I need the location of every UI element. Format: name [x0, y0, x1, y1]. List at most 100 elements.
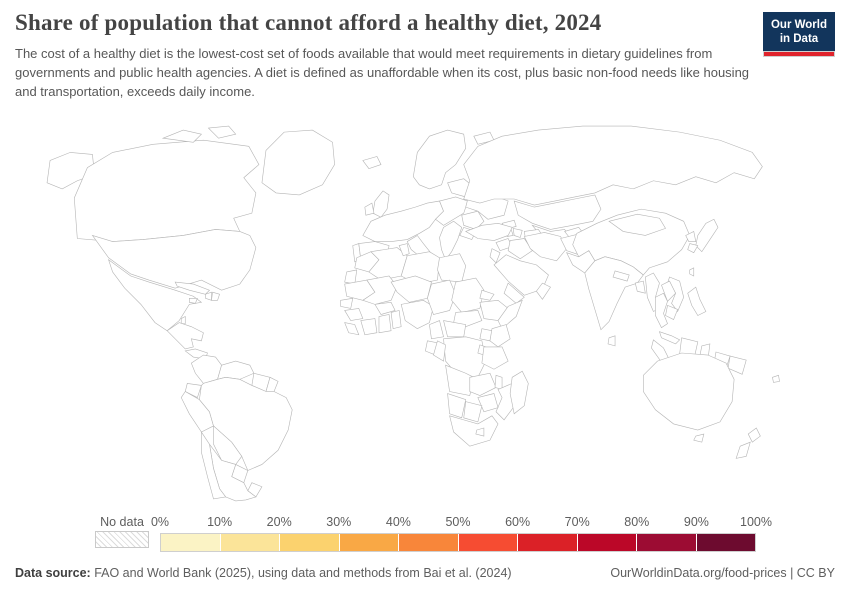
footer-link[interactable]: OurWorldinData.org/food-prices | CC BY — [610, 566, 835, 580]
legend-bin-7[interactable] — [576, 534, 636, 551]
country-belize[interactable] — [180, 316, 186, 324]
country-ireland[interactable] — [364, 202, 375, 216]
country-united-kingdom[interactable] — [372, 190, 390, 218]
country-bangladesh[interactable] — [634, 280, 646, 294]
country-australia[interactable] — [643, 352, 735, 431]
country-iceland[interactable] — [362, 156, 382, 169]
legend-bin-1[interactable] — [219, 534, 279, 551]
country-kazakhstan[interactable] — [513, 194, 602, 230]
country-burkina-faso[interactable] — [374, 302, 396, 315]
country-philippines[interactable] — [687, 286, 707, 316]
country-guinea[interactable] — [344, 308, 364, 321]
country-canada-arctic-2[interactable] — [207, 125, 237, 139]
country-ecuador[interactable] — [184, 383, 202, 399]
country-niger[interactable] — [390, 275, 432, 303]
country-brazil[interactable] — [199, 377, 293, 471]
country-venezuela[interactable] — [217, 360, 255, 380]
country-zambia[interactable] — [469, 372, 497, 396]
country-sri-lanka[interactable] — [607, 335, 616, 347]
country-cambodia[interactable] — [665, 304, 679, 320]
country-tasmania[interactable] — [693, 433, 705, 443]
owid-logo[interactable]: Our World in Data — [763, 12, 835, 57]
country-new-zealand-north[interactable] — [747, 427, 761, 443]
country-libya[interactable] — [400, 251, 440, 285]
legend-tick-labels: 0% 10% 20% 30% 40% 50% 60% 70% 80% 90% 1… — [151, 515, 772, 531]
tick-40: 40% — [385, 515, 411, 529]
country-togo-benin[interactable] — [390, 310, 402, 330]
country-botswana[interactable] — [463, 401, 483, 423]
legend-bin-5[interactable] — [457, 534, 517, 551]
country-drc[interactable] — [443, 336, 487, 378]
country-mexico[interactable] — [108, 258, 203, 332]
country-iraq[interactable] — [507, 238, 533, 260]
legend-bin-6[interactable] — [517, 534, 577, 551]
country-united-states[interactable] — [91, 229, 257, 291]
country-egypt[interactable] — [437, 253, 467, 283]
tick-70: 70% — [564, 515, 590, 529]
no-data-swatch[interactable] — [95, 531, 149, 548]
country-mali[interactable] — [362, 275, 398, 305]
country-chile[interactable] — [201, 431, 227, 500]
country-central-america[interactable] — [166, 322, 204, 350]
country-papua-new-guinea[interactable] — [727, 355, 747, 375]
country-somalia[interactable] — [497, 299, 523, 330]
country-congo[interactable] — [433, 340, 446, 362]
country-madagascar[interactable] — [509, 370, 529, 415]
country-eritrea-djibouti[interactable] — [479, 289, 495, 301]
legend-bin-8[interactable] — [636, 534, 696, 551]
country-laos[interactable] — [661, 280, 676, 302]
country-cote-divoire[interactable] — [360, 318, 378, 336]
country-malaysia[interactable] — [658, 331, 681, 345]
legend-bin-9[interactable] — [695, 534, 755, 551]
country-tanzania[interactable] — [481, 346, 509, 370]
country-tunisia[interactable] — [398, 243, 410, 257]
country-cameroon[interactable] — [429, 320, 444, 340]
country-romania[interactable] — [461, 210, 485, 230]
legend-bin-2[interactable] — [279, 534, 339, 551]
country-india[interactable] — [584, 256, 644, 331]
country-saudi-arabia[interactable] — [493, 254, 549, 296]
country-lesotho[interactable] — [475, 427, 485, 437]
country-fiji[interactable] — [772, 374, 780, 383]
country-russia[interactable] — [463, 125, 763, 206]
country-chad[interactable] — [427, 279, 456, 315]
country-south-korea[interactable] — [687, 243, 699, 254]
country-taiwan[interactable] — [689, 267, 695, 277]
country-south-sudan[interactable] — [453, 310, 483, 327]
country-namibia[interactable] — [447, 393, 467, 419]
country-jamaica[interactable] — [188, 297, 198, 304]
country-greenland[interactable] — [261, 129, 335, 196]
country-colombia[interactable] — [190, 354, 222, 384]
country-thailand[interactable] — [655, 292, 668, 329]
country-oman[interactable] — [535, 282, 551, 300]
country-canada-arctic-1[interactable] — [161, 129, 203, 143]
legend-bin-4[interactable] — [398, 534, 458, 551]
country-north-korea[interactable] — [685, 230, 697, 242]
country-south-africa[interactable] — [449, 415, 499, 447]
country-algeria[interactable] — [368, 247, 408, 281]
country-nigeria[interactable] — [400, 299, 434, 330]
country-japan[interactable] — [695, 218, 719, 253]
country-kenya[interactable] — [489, 324, 511, 348]
country-zimbabwe[interactable] — [477, 393, 499, 413]
country-sudan[interactable] — [451, 277, 485, 313]
country-scandinavia[interactable] — [412, 129, 467, 190]
country-mongolia[interactable] — [608, 213, 666, 236]
country-turkey[interactable] — [465, 223, 513, 241]
country-azerbaijan[interactable] — [512, 227, 523, 238]
world-map[interactable] — [42, 122, 834, 507]
country-senegal[interactable] — [340, 297, 354, 309]
country-balkans-greece[interactable] — [439, 220, 463, 261]
country-ghana[interactable] — [378, 314, 392, 334]
country-central-europe[interactable] — [435, 196, 469, 226]
country-canada[interactable] — [73, 139, 260, 242]
legend-bin-0[interactable] — [161, 534, 220, 551]
country-dominican-republic[interactable] — [211, 291, 220, 301]
legend-no-data[interactable]: No data — [95, 515, 149, 548]
country-sierra-leone-liberia[interactable] — [344, 322, 360, 336]
country-nepal[interactable] — [612, 270, 630, 282]
country-iran[interactable] — [523, 232, 567, 262]
country-malawi[interactable] — [494, 374, 503, 390]
country-new-zealand-south[interactable] — [735, 441, 751, 459]
legend-bin-3[interactable] — [338, 534, 398, 551]
